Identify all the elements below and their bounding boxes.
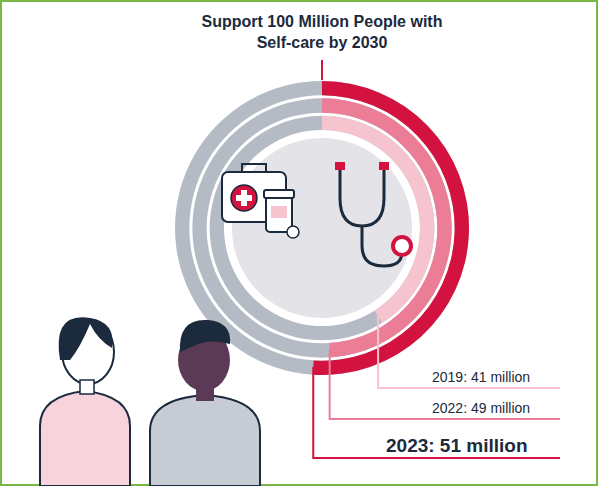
svg-text:2022: 49 million: 2022: 49 million: [432, 400, 530, 416]
html-text:Support 100 Million People wit: Support 100 Million People with Self-car…: [201, 13, 443, 51]
svg-text:2023: 51 million: 2023: 51 million: [386, 435, 528, 456]
svg-text:2019: 41 million: 2019: 41 million: [432, 369, 530, 385]
